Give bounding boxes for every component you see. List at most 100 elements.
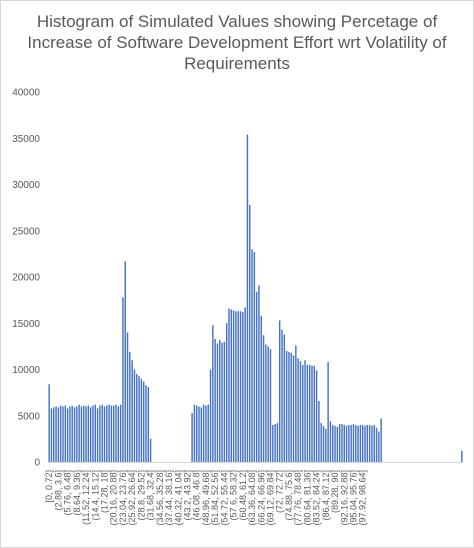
x-tick-label: (54.72, 55.44] (219, 470, 229, 526)
histogram-bar (249, 204, 251, 462)
x-tick-label: (31.68, 32.4] (146, 470, 156, 521)
histogram-bar (62, 406, 64, 462)
histogram-bar (315, 370, 318, 462)
histogram-bar (274, 424, 276, 462)
histogram-bar (124, 261, 126, 462)
histogram-bar (368, 425, 371, 462)
histogram-bar (149, 438, 152, 463)
histogram-bar (306, 364, 309, 463)
y-tick-label: 35000 (12, 134, 40, 145)
histogram-bar (200, 407, 203, 462)
histogram-bar (332, 425, 334, 462)
histogram-bar (147, 387, 150, 462)
histogram-bar (66, 408, 69, 462)
histogram-bar (322, 425, 325, 462)
histogram-bar (103, 406, 106, 462)
histogram-bar (338, 424, 341, 462)
histogram-bar (352, 424, 355, 462)
histogram-bar (207, 404, 209, 462)
x-tick-label: (51.84, 52.56] (210, 470, 220, 526)
histogram-bar (461, 450, 463, 462)
x-tick-label: (83.52, 84.24] (312, 470, 322, 526)
histogram-bar (221, 342, 223, 462)
histogram-bar (216, 343, 219, 462)
histogram-bar (71, 405, 73, 462)
histogram-bar (334, 425, 336, 462)
histogram-bar (336, 426, 339, 462)
histogram-bar (375, 427, 378, 462)
x-tick-label: [0, 0.72] (44, 470, 54, 503)
histogram-bar (292, 355, 295, 463)
x-tick-label: (60.48, 61.2] (238, 470, 248, 521)
histogram-bar (112, 405, 115, 462)
histogram-bar (193, 404, 196, 462)
histogram-bar (237, 311, 239, 462)
histogram-bar (110, 405, 113, 462)
histogram-bar (318, 400, 320, 462)
histogram-bar (83, 405, 85, 462)
histogram-bar (341, 424, 343, 462)
histogram-bar (366, 425, 369, 462)
x-tick-label: (46.08, 46.8] (192, 470, 202, 521)
histogram-bar (50, 408, 53, 462)
histogram-bar (64, 405, 67, 462)
histogram-bar (327, 362, 329, 462)
histogram-bar (99, 405, 101, 462)
x-tick-label: (86.4, 87.12] (321, 470, 331, 521)
histogram-bar (364, 425, 366, 462)
histogram-bar (325, 428, 327, 462)
histogram-bar (350, 425, 352, 462)
histogram-bar (345, 425, 348, 462)
histogram-bar (260, 315, 262, 462)
y-tick-label: 30000 (12, 180, 40, 191)
histogram-bar (371, 425, 373, 462)
x-tick-label: (8.64, 9.36] (72, 470, 82, 516)
x-tick-label: (89.28, 90] (330, 470, 340, 513)
histogram-bar (357, 425, 359, 462)
x-tick-label: (66.24, 66.96] (256, 470, 266, 526)
histogram-bar (278, 320, 281, 462)
histogram-bar (138, 375, 140, 462)
histogram-bar (290, 352, 292, 462)
histogram-bar (253, 252, 256, 462)
histogram-bar (101, 404, 103, 462)
histogram-bar (361, 425, 364, 462)
histogram-bar (251, 249, 253, 462)
x-tick-label: (28.8, 29.52] (136, 470, 146, 521)
histogram-bar (142, 381, 145, 462)
histogram-bar (55, 406, 57, 462)
histogram-bar (262, 335, 265, 462)
x-tick-label: (2.88, 3.6] (53, 470, 63, 511)
histogram-bar (214, 338, 216, 462)
x-tick-label: (20.16, 20.88] (109, 470, 119, 526)
y-tick-label: 0 (34, 458, 40, 469)
x-tick-label: (5.76, 6.48] (63, 470, 73, 516)
histogram-bar (258, 285, 260, 462)
histogram-bar (265, 344, 267, 462)
histogram-bar (244, 307, 246, 462)
y-tick-label: 25000 (12, 226, 40, 237)
histogram-bar (78, 404, 80, 462)
x-tick-label: (97.92, 98.64] (358, 470, 368, 526)
histogram-bar (288, 351, 290, 462)
histogram-bar (96, 408, 99, 462)
histogram-bar (302, 364, 304, 463)
x-tick-label: (48.96, 49.68] (201, 470, 211, 526)
y-axis: 0 5000 10000 15000 20000 25000 30000 35000 40000 (12, 88, 40, 469)
histogram-bar (308, 364, 311, 463)
histogram-bar (80, 406, 83, 462)
histogram-bar (272, 425, 274, 462)
x-tick-label: (23.04, 23.76] (118, 470, 128, 526)
x-tick-label: (17.28, 18] (99, 470, 109, 513)
histogram-bar (76, 406, 78, 462)
histogram-bar (320, 423, 322, 462)
histogram-bar (359, 425, 362, 462)
histogram-bar (131, 360, 133, 462)
chart-title: Histogram of Simulated Values showing Pe… (27, 12, 447, 73)
x-tick-label: (40.32, 41.04] (173, 470, 183, 526)
y-tick-label: 40000 (12, 88, 40, 99)
histogram-bar (378, 431, 380, 462)
x-tick-label: (14.4, 15.12] (90, 470, 100, 521)
histogram-bar (94, 404, 96, 462)
histogram-bar (133, 369, 136, 462)
